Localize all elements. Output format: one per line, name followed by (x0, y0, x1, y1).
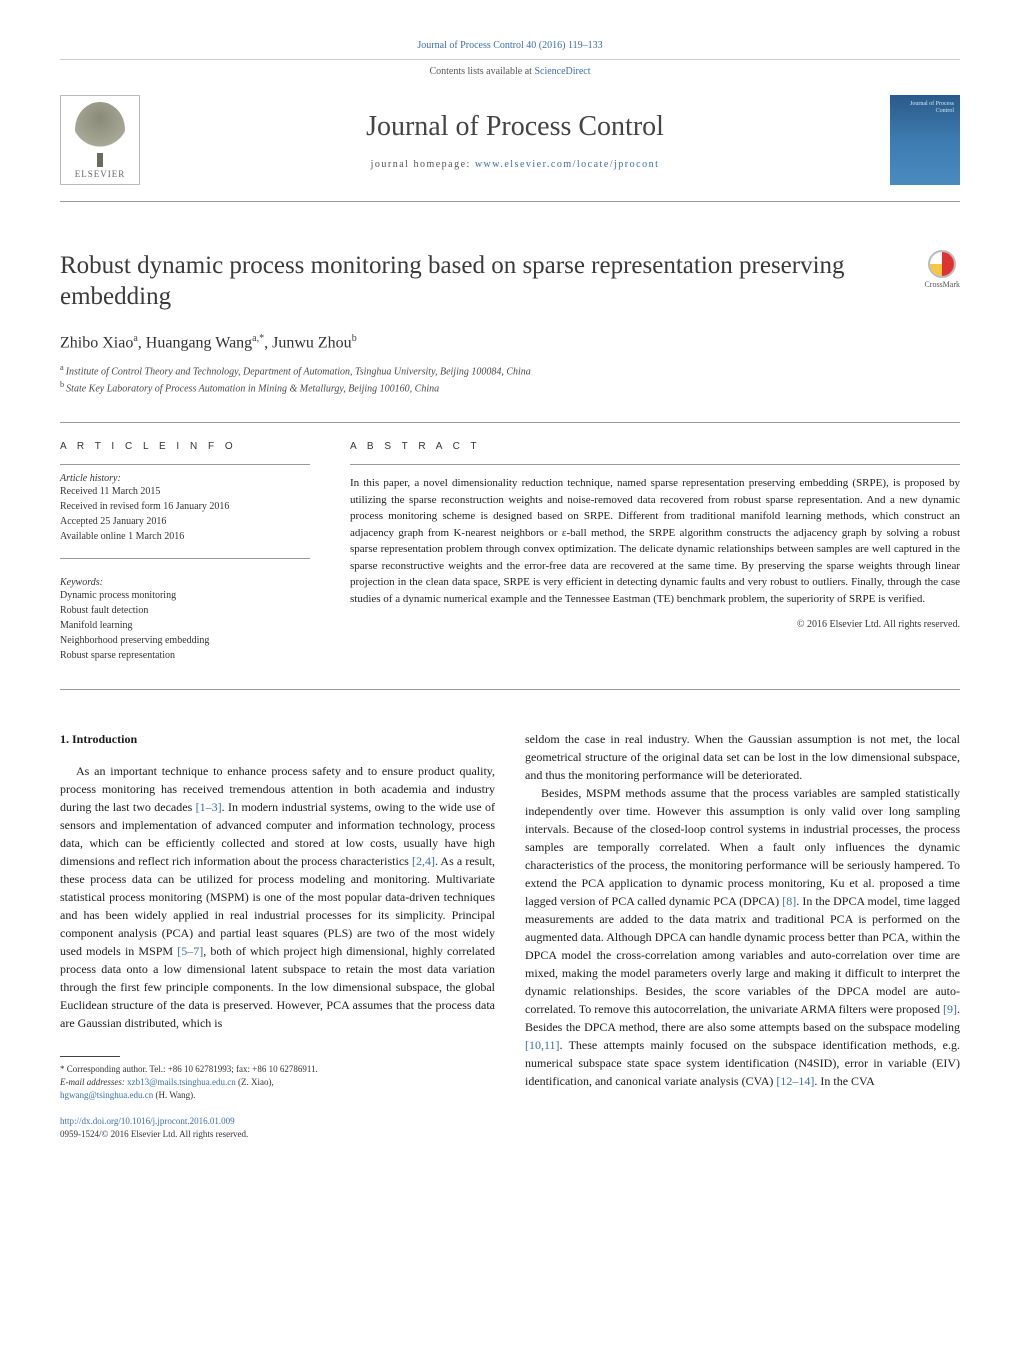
history-line: Received in revised form 16 January 2016 (60, 499, 310, 514)
crossmark-label: CrossMark (924, 280, 960, 289)
authors-line: Zhibo Xiaoa, Huangang Wanga,*, Junwu Zho… (60, 333, 960, 352)
journal-name: Journal of Process Control (140, 111, 890, 143)
issn-copyright: 0959-1524/© 2016 Elsevier Ltd. All right… (60, 1129, 248, 1139)
author-name: Junwu Zhou (272, 334, 352, 351)
ref-link[interactable]: [9] (943, 1002, 957, 1016)
journal-cover-thumb: Journal of Process Control (890, 95, 960, 185)
body-columns: 1. Introduction As an important techniqu… (60, 730, 960, 1140)
article-info-label: A R T I C L E I N F O (60, 441, 310, 452)
elsevier-logo: ELSEVIER (60, 95, 140, 185)
elsevier-label: ELSEVIER (75, 169, 126, 179)
email-link[interactable]: hgwang@tsinghua.edu.cn (60, 1090, 153, 1100)
keyword: Robust sparse representation (60, 648, 310, 663)
sciencedirect-link[interactable]: ScienceDirect (534, 66, 590, 77)
cover-title: Journal of Process Control (896, 101, 954, 115)
divider (60, 689, 960, 690)
keyword: Robust fault detection (60, 603, 310, 618)
section-heading: 1. Introduction (60, 730, 495, 748)
divider (350, 464, 960, 465)
divider (60, 422, 960, 423)
email-line: hgwang@tsinghua.edu.cn (H. Wang). (60, 1089, 495, 1102)
abstract-block: A B S T R A C T In this paper, a novel d… (350, 441, 960, 663)
email-link[interactable]: xzb13@mails.tsinghua.edu.cn (127, 1077, 236, 1087)
author-name: Huangang Wang (146, 334, 252, 351)
affiliations: aInstitute of Control Theory and Technol… (60, 362, 960, 397)
keywords-label: Keywords: (60, 577, 310, 588)
page: Journal of Process Control 40 (2016) 119… (0, 0, 1020, 1180)
abstract-text: In this paper, a novel dimensionality re… (350, 475, 960, 607)
keyword: Neighborhood preserving embedding (60, 633, 310, 648)
keyword: Dynamic process monitoring (60, 588, 310, 603)
abstract-copyright: © 2016 Elsevier Ltd. All rights reserved… (350, 619, 960, 630)
author-sup: a (133, 333, 137, 344)
meta-row: A R T I C L E I N F O Article history: R… (60, 441, 960, 663)
divider (60, 464, 310, 465)
author-name: Zhibo Xiao (60, 334, 133, 351)
history-line: Received 11 March 2015 (60, 484, 310, 499)
body-paragraph: seldom the case in real industry. When t… (525, 730, 960, 784)
journal-homepage: journal homepage: www.elsevier.com/locat… (140, 159, 890, 170)
ref-link[interactable]: [5–7] (177, 944, 203, 958)
affiliation: bState Key Laboratory of Process Automat… (60, 379, 960, 396)
abstract-label: A B S T R A C T (350, 441, 960, 452)
affiliation: aInstitute of Control Theory and Technol… (60, 362, 960, 379)
keyword: Manifold learning (60, 618, 310, 633)
history-label: Article history: (60, 473, 310, 484)
footnote-separator (60, 1056, 120, 1057)
divider (60, 558, 310, 559)
column-left: 1. Introduction As an important techniqu… (60, 730, 495, 1140)
crossmark-badge[interactable]: CrossMark (924, 250, 960, 289)
ref-link[interactable]: [2,4] (412, 854, 435, 868)
author-sup: b (352, 333, 357, 344)
corresponding-footnote: * Corresponding author. Tel.: +86 10 627… (60, 1063, 495, 1101)
journal-header: ELSEVIER Journal of Process Control jour… (60, 83, 960, 202)
author-sup: a,* (252, 333, 264, 344)
body-paragraph: Besides, MSPM methods assume that the pr… (525, 784, 960, 1090)
corresponding-line: * Corresponding author. Tel.: +86 10 627… (60, 1063, 495, 1076)
contents-bar: Contents lists available at ScienceDirec… (60, 59, 960, 83)
ref-link[interactable]: [8] (782, 894, 796, 908)
homepage-prefix: journal homepage: (371, 159, 475, 170)
article-info: A R T I C L E I N F O Article history: R… (60, 441, 310, 663)
history-line: Accepted 25 January 2016 (60, 514, 310, 529)
homepage-link[interactable]: www.elsevier.com/locate/jprocont (475, 159, 660, 170)
history-line: Available online 1 March 2016 (60, 529, 310, 544)
contents-prefix: Contents lists available at (429, 66, 534, 77)
journal-center: Journal of Process Control journal homep… (140, 111, 890, 170)
column-right: seldom the case in real industry. When t… (525, 730, 960, 1140)
ref-link[interactable]: [12–14] (776, 1074, 814, 1088)
article-title: Robust dynamic process monitoring based … (60, 250, 924, 313)
citation-line: Journal of Process Control 40 (2016) 119… (60, 40, 960, 51)
body-paragraph: As an important technique to enhance pro… (60, 762, 495, 1032)
ref-link[interactable]: [10,11] (525, 1038, 560, 1052)
ref-link[interactable]: [1–3] (196, 800, 222, 814)
doi-block: http://dx.doi.org/10.1016/j.jprocont.201… (60, 1115, 495, 1140)
crossmark-icon (928, 250, 956, 278)
doi-link[interactable]: http://dx.doi.org/10.1016/j.jprocont.201… (60, 1116, 235, 1126)
elsevier-tree-icon (75, 102, 125, 157)
title-block: Robust dynamic process monitoring based … (60, 250, 960, 313)
email-line: E-mail addresses: xzb13@mails.tsinghua.e… (60, 1076, 495, 1089)
